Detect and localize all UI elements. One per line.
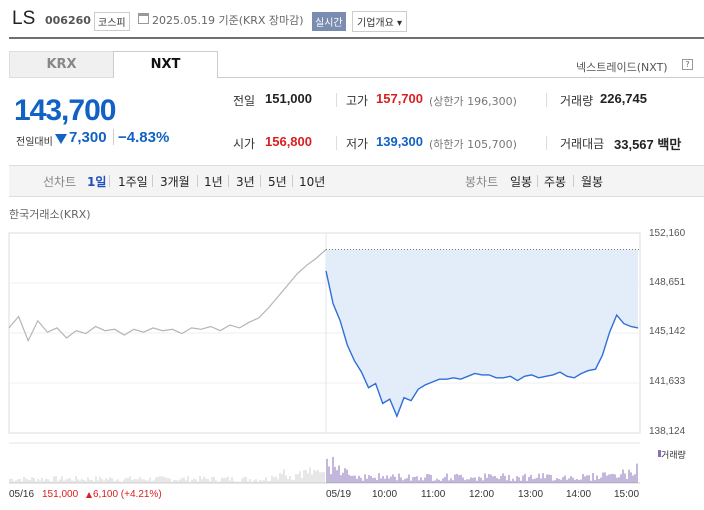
price-chart[interactable] <box>0 220 704 510</box>
realtime-button[interactable]: 실시간 <box>312 12 346 31</box>
period-separator <box>573 175 574 187</box>
nextrade-link[interactable]: 넥스트레이드(NXT) <box>576 61 668 74</box>
period-separator <box>228 175 229 187</box>
x-tick-label: 15:00 <box>614 489 640 500</box>
tab-nxt[interactable]: NXT <box>113 51 218 78</box>
period-1d[interactable]: 1일 <box>87 175 107 189</box>
low-label: 저가 <box>346 137 369 151</box>
header-divider <box>9 37 704 39</box>
upper-limit: (상한가 196,300) <box>429 95 517 108</box>
volume-legend-swatch <box>658 450 661 457</box>
down-triangle-icon <box>55 134 67 144</box>
period-3y[interactable]: 3년 <box>236 175 255 189</box>
change-label: 전일대비 <box>16 137 53 148</box>
volume-legend-label: 거래량 <box>661 451 686 461</box>
high-label: 고가 <box>346 94 369 108</box>
x-tick-label: 14:00 <box>566 489 592 500</box>
period-separator <box>537 175 538 187</box>
volume-label: 거래량 <box>560 94 594 108</box>
base-date: 2025.05.19 기준(KRX 장마감) <box>152 14 304 27</box>
period-10y[interactable]: 10년 <box>299 175 326 189</box>
change-value: 7,300 <box>69 129 107 146</box>
turnover-value: 33,567 백만 <box>614 137 682 152</box>
x-tick-label: 11:00 <box>421 489 446 500</box>
open-value: 156,800 <box>265 134 312 149</box>
period-bar <box>9 165 704 197</box>
current-price: 143,700 <box>14 94 116 127</box>
prev-session-line <box>8 249 327 343</box>
today-price-line <box>325 270 639 419</box>
volume-value: 226,745 <box>600 91 647 106</box>
x-tick-label: 13:00 <box>518 489 544 500</box>
x-tick-label: 10:00 <box>372 489 398 500</box>
period-5y[interactable]: 5년 <box>268 175 287 189</box>
period-1w[interactable]: 1주일 <box>118 175 148 189</box>
stock-code: 006260 <box>45 14 91 27</box>
change-separator <box>113 129 114 145</box>
help-icon[interactable]: ? <box>682 59 693 70</box>
period-separator <box>197 175 198 187</box>
stat-separator <box>546 136 547 150</box>
candle-daily[interactable]: 일봉 <box>510 175 533 189</box>
change-percent: −4.83% <box>118 129 170 146</box>
period-3m[interactable]: 3개월 <box>160 175 190 189</box>
open-label: 시가 <box>233 137 256 151</box>
y-tick-label: 141,633 <box>649 376 686 387</box>
prev-date: 05/16 <box>9 489 35 500</box>
stat-separator <box>336 93 337 107</box>
period-separator <box>292 175 293 187</box>
prev-close-label: 전일 <box>233 94 256 108</box>
stat-separator <box>546 93 547 107</box>
y-tick-label: 148,651 <box>649 277 686 288</box>
high-value: 157,700 <box>376 91 423 106</box>
period-1y[interactable]: 1년 <box>204 175 223 189</box>
line-chart-label: 선차트 <box>43 175 77 189</box>
up-triangle-icon <box>86 492 92 498</box>
today-area-fill <box>326 249 638 417</box>
low-value: 139,300 <box>376 134 423 149</box>
prev-change: 6,100 (+4.21%) <box>93 489 162 500</box>
stat-separator <box>336 136 337 150</box>
period-separator <box>260 175 261 187</box>
calendar-icon <box>138 13 149 24</box>
market-badge: 코스피 <box>94 12 130 31</box>
prev-close-value: 151,000 <box>265 91 312 106</box>
candle-weekly[interactable]: 주봉 <box>544 175 567 189</box>
stock-name: LS <box>12 8 36 29</box>
tab-underline <box>9 77 704 78</box>
x-tick-label: 05/19 <box>326 489 352 500</box>
y-tick-label: 145,142 <box>649 326 686 337</box>
turnover-label: 거래대금 <box>560 137 605 151</box>
y-tick-label: 152,160 <box>649 228 686 239</box>
candle-chart-label: 봉차트 <box>465 175 499 189</box>
lower-limit: (하한가 105,700) <box>429 138 517 151</box>
tab-krx[interactable]: KRX <box>9 51 114 78</box>
prev-price: 151,000 <box>42 489 79 500</box>
y-tick-label: 138,124 <box>649 426 686 437</box>
chart-source: 한국거래소(KRX) <box>9 208 91 221</box>
company-overview-button[interactable]: 기업개요 ▾ <box>352 11 407 32</box>
candle-monthly[interactable]: 월봉 <box>581 175 604 189</box>
period-separator <box>109 175 110 187</box>
period-separator <box>152 175 153 187</box>
x-tick-label: 12:00 <box>469 489 495 500</box>
